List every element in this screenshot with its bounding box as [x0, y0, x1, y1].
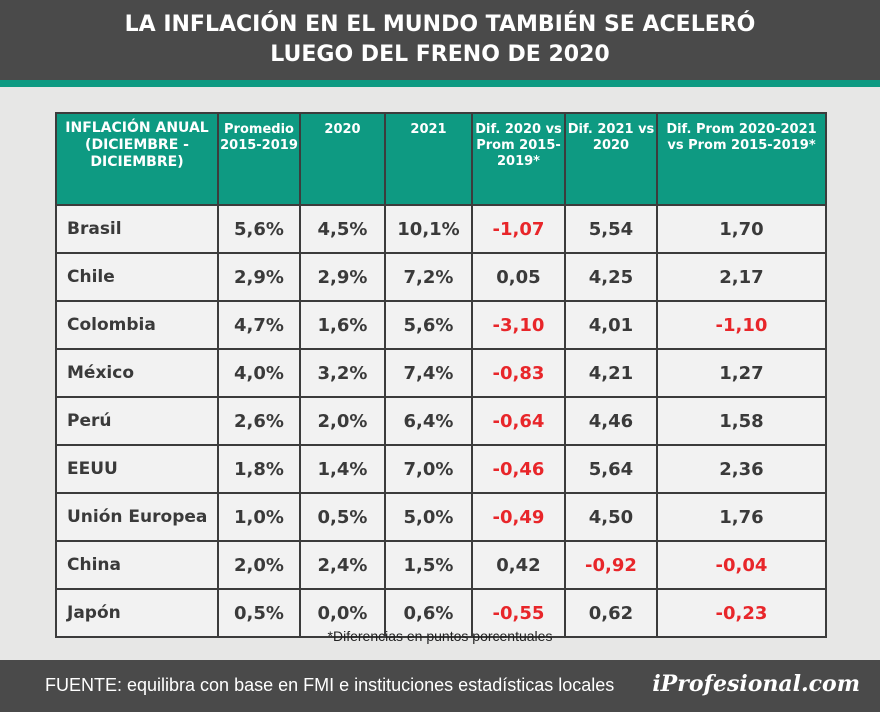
- table-header-row: INFLACIÓN ANUAL (DICIEMBRE -DICIEMBRE) Pr…: [55, 112, 827, 206]
- value-cell: 5,0%: [384, 492, 473, 542]
- value-cell: -1,10: [656, 300, 827, 350]
- value-cell: -0,55: [471, 588, 566, 638]
- value-cell: 5,54: [564, 204, 658, 254]
- value-cell: 0,62: [564, 588, 658, 638]
- country-cell: Colombia: [55, 300, 219, 350]
- country-cell: Brasil: [55, 204, 219, 254]
- column-header: 2020: [299, 112, 386, 206]
- table-row: Chile 2,9% 2,9% 7,2% 0,05 4,25 2,17: [55, 252, 827, 302]
- value-cell: 2,36: [656, 444, 827, 494]
- brand-logo: iProfesional.com: [652, 671, 860, 697]
- column-header: Promedio 2015-2019: [217, 112, 301, 206]
- value-cell: 7,0%: [384, 444, 473, 494]
- value-cell: 4,5%: [299, 204, 386, 254]
- value-cell: -0,83: [471, 348, 566, 398]
- value-cell: 7,4%: [384, 348, 473, 398]
- value-cell: 4,0%: [217, 348, 301, 398]
- value-cell: 2,0%: [299, 396, 386, 446]
- value-cell: 0,42: [471, 540, 566, 590]
- value-cell: -0,92: [564, 540, 658, 590]
- table-row: Unión Europea 1,0% 0,5% 5,0% -0,49 4,50 1,76: [55, 492, 827, 542]
- column-header: Dif. Prom 2020-2021 vs Prom 2015-2019*: [656, 112, 827, 206]
- table-row: China 2,0% 2,4% 1,5% 0,42 -0,92 -0,04: [55, 540, 827, 590]
- country-cell: Chile: [55, 252, 219, 302]
- table-row: Perú 2,6% 2,0% 6,4% -0,64 4,46 1,58: [55, 396, 827, 446]
- value-cell: 2,6%: [217, 396, 301, 446]
- value-cell: 2,17: [656, 252, 827, 302]
- table-row: Brasil 5,6% 4,5% 10,1% -1,07 5,54 1,70: [55, 204, 827, 254]
- table-row: México 4,0% 3,2% 7,4% -0,83 4,21 1,27: [55, 348, 827, 398]
- value-cell: 0,0%: [299, 588, 386, 638]
- value-cell: 1,6%: [299, 300, 386, 350]
- title-banner: LA INFLACIÓN EN EL MUNDO TAMBIÉN SE ACEL…: [0, 0, 880, 80]
- value-cell: 3,2%: [299, 348, 386, 398]
- column-header: INFLACIÓN ANUAL (DICIEMBRE -DICIEMBRE): [55, 112, 219, 206]
- value-cell: 2,9%: [299, 252, 386, 302]
- column-header: Dif. 2021 vs 2020: [564, 112, 658, 206]
- title-line-2: LUEGO DEL FRENO DE 2020: [270, 42, 610, 67]
- value-cell: 1,0%: [217, 492, 301, 542]
- source-text: FUENTE: equilibra con base en FMI e inst…: [45, 675, 615, 695]
- value-cell: 2,0%: [217, 540, 301, 590]
- value-cell: 4,21: [564, 348, 658, 398]
- inflation-table: INFLACIÓN ANUAL (DICIEMBRE -DICIEMBRE) Pr…: [55, 112, 827, 638]
- value-cell: 4,01: [564, 300, 658, 350]
- country-cell: Perú: [55, 396, 219, 446]
- value-cell: 1,4%: [299, 444, 386, 494]
- country-cell: México: [55, 348, 219, 398]
- title-line-1: LA INFLACIÓN EN EL MUNDO TAMBIÉN SE ACEL…: [124, 12, 756, 37]
- value-cell: -0,04: [656, 540, 827, 590]
- column-header: 2021: [384, 112, 473, 206]
- value-cell: 0,6%: [384, 588, 473, 638]
- value-cell: 1,5%: [384, 540, 473, 590]
- value-cell: 5,6%: [384, 300, 473, 350]
- country-cell: Unión Europea: [55, 492, 219, 542]
- value-cell: 5,6%: [217, 204, 301, 254]
- value-cell: 1,76: [656, 492, 827, 542]
- footnote: *Diferencias en puntos porcentuales: [327, 628, 553, 644]
- value-cell: -3,10: [471, 300, 566, 350]
- value-cell: 7,2%: [384, 252, 473, 302]
- country-cell: China: [55, 540, 219, 590]
- value-cell: 4,50: [564, 492, 658, 542]
- value-cell: 1,70: [656, 204, 827, 254]
- value-cell: 4,46: [564, 396, 658, 446]
- table-body: Brasil 5,6% 4,5% 10,1% -1,07 5,54 1,70 Chile 2,9…: [55, 204, 827, 638]
- value-cell: 0,5%: [217, 588, 301, 638]
- column-header: Dif. 2020 vs Prom 2015-2019*: [471, 112, 566, 206]
- value-cell: 2,4%: [299, 540, 386, 590]
- value-cell: 4,25: [564, 252, 658, 302]
- value-cell: -0,49: [471, 492, 566, 542]
- value-cell: 2,9%: [217, 252, 301, 302]
- table-row: Colombia 4,7% 1,6% 5,6% -3,10 4,01 -1,10: [55, 300, 827, 350]
- country-cell: EEUU: [55, 444, 219, 494]
- value-cell: -0,64: [471, 396, 566, 446]
- country-cell: Japón: [55, 588, 219, 638]
- value-cell: 6,4%: [384, 396, 473, 446]
- footer-bar: FUENTE: equilibra con base en FMI e inst…: [0, 660, 880, 712]
- value-cell: -1,07: [471, 204, 566, 254]
- value-cell: 1,8%: [217, 444, 301, 494]
- table-row: Japón 0,5% 0,0% 0,6% -0,55 0,62 -0,23: [55, 588, 827, 638]
- table-row: EEUU 1,8% 1,4% 7,0% -0,46 5,64 2,36: [55, 444, 827, 494]
- value-cell: 5,64: [564, 444, 658, 494]
- value-cell: 0,05: [471, 252, 566, 302]
- value-cell: 1,58: [656, 396, 827, 446]
- value-cell: 1,27: [656, 348, 827, 398]
- value-cell: -0,46: [471, 444, 566, 494]
- inflation-table-container: INFLACIÓN ANUAL (DICIEMBRE -DICIEMBRE) Pr…: [55, 112, 827, 638]
- value-cell: -0,23: [656, 588, 827, 638]
- value-cell: 0,5%: [299, 492, 386, 542]
- value-cell: 10,1%: [384, 204, 473, 254]
- value-cell: 4,7%: [217, 300, 301, 350]
- accent-divider: [0, 80, 880, 87]
